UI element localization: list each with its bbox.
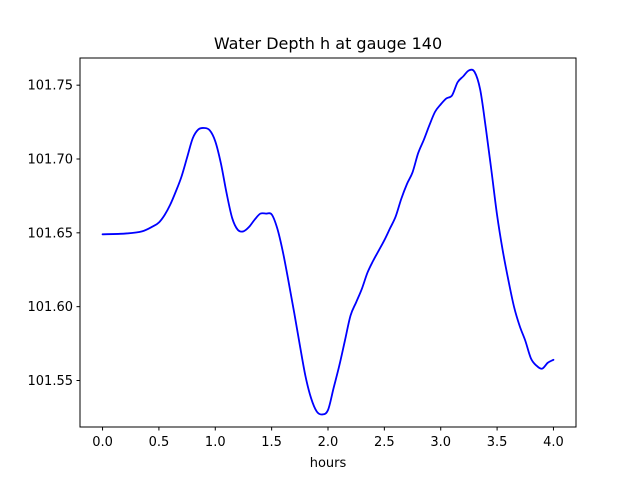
y-tick-label: 101.75 <box>28 79 74 94</box>
y-axis: 101.55 101.60 101.65 101.70 101.75 <box>28 79 80 389</box>
x-tick-label: 2.5 <box>374 435 395 450</box>
x-tick-label: 1.0 <box>205 435 226 450</box>
y-tick-label: 101.65 <box>28 226 74 241</box>
x-tick-label: 0.0 <box>92 435 113 450</box>
water-depth-series-line <box>101 68 555 416</box>
x-tick-label: 3.5 <box>487 435 508 450</box>
x-tick-label: 1.5 <box>261 435 282 450</box>
x-tick-label: 4.0 <box>543 435 564 450</box>
y-tick-label: 101.55 <box>28 374 74 389</box>
x-axis: 0.0 0.5 1.0 1.5 2.0 2.5 3.0 3.5 4.0 <box>92 427 564 450</box>
plot-frame <box>79 57 577 428</box>
x-tick-label: 0.5 <box>149 435 170 450</box>
y-tick-label: 101.60 <box>28 300 74 315</box>
x-tick-label: 3.0 <box>430 435 451 450</box>
y-tick-label: 101.70 <box>28 152 74 167</box>
chart-title: Water Depth h at gauge 140 <box>214 34 442 53</box>
x-tick-label: 2.0 <box>318 435 339 450</box>
x-axis-label: hours <box>310 456 347 471</box>
